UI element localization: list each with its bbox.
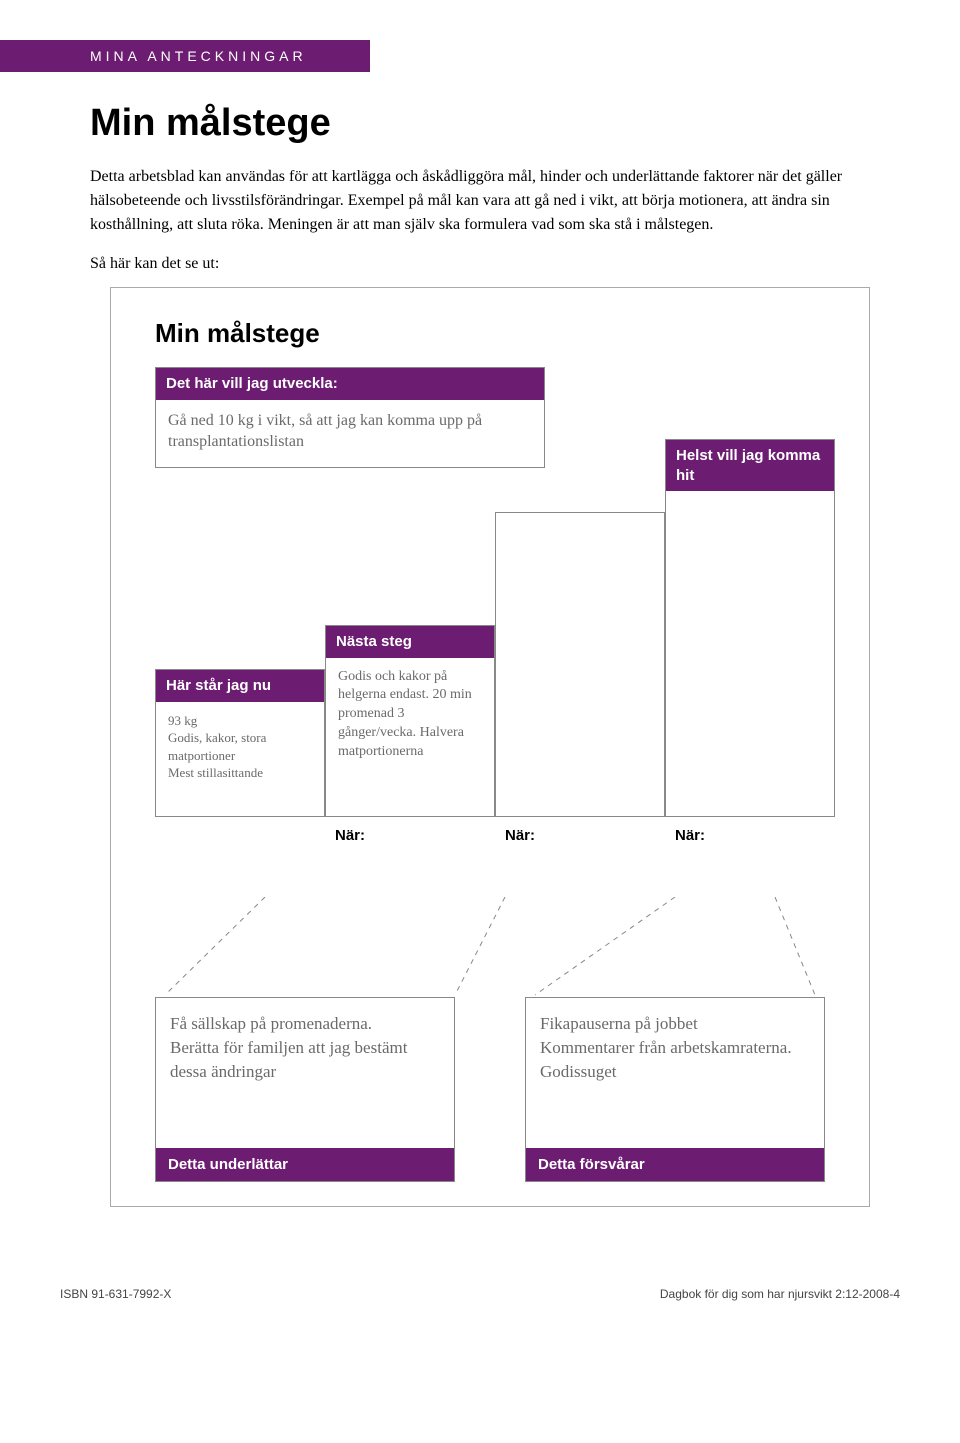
step-goal-header: Helst vill jag komma hit [666, 440, 834, 491]
when-label-3: När: [675, 827, 705, 844]
when-label-2: När: [505, 827, 535, 844]
dashed-connectors [155, 897, 835, 997]
lead-text: Så här kan det se ut: [90, 255, 900, 273]
worksheet-panel: Min målstege Det här vill jag utveckla: … [110, 287, 870, 1207]
step-next-header: Nästa steg [326, 626, 494, 658]
footer-isbn: ISBN 91-631-7992-X [60, 1287, 171, 1301]
facilitates-box: Få sällskap på prome­naderna. Berätta fö… [155, 997, 455, 1182]
step-now-body: 93 kg Godis, kakor, stora matportioner M… [156, 702, 324, 796]
step-develop-body: Gå ned 10 kg i vikt, så att jag kan komm… [156, 400, 544, 467]
step-develop-header: Det här vill jag utveckla: [156, 368, 544, 400]
step-next-body: Godis och kakor på helgerna endast. 20 m… [326, 658, 494, 776]
facilitates-body: Få sällskap på prome­naderna. Berätta fö… [156, 998, 454, 1148]
hinders-body: Fikapauserna på jobbet Kommentarer från … [526, 998, 824, 1148]
factor-row: Få sällskap på prome­naderna. Berätta fö… [155, 997, 839, 1182]
step-goal: Helst vill jag komma hit [665, 439, 835, 817]
page-footer: ISBN 91-631-7992-X Dagbok för dig som ha… [0, 1287, 960, 1331]
intro-text: Detta arbetsblad kan användas för att ka… [90, 165, 880, 237]
page-title: Min målstege [90, 102, 900, 145]
step-middle [495, 512, 665, 817]
when-label-1: När: [335, 827, 365, 844]
step-now: Här står jag nu 93 kg Godis, kakor, stor… [155, 669, 325, 817]
hinders-label: Detta försvårar [526, 1148, 824, 1181]
staircase-diagram: Det här vill jag utveckla: Gå ned 10 kg … [155, 367, 835, 897]
hinders-box: Fikapauserna på jobbet Kommentarer från … [525, 997, 825, 1182]
header-tab: MINA ANTECKNINGAR [0, 40, 370, 72]
step-now-header: Här står jag nu [156, 670, 324, 702]
step-next: Nästa steg Godis och kakor på helgerna e… [325, 625, 495, 817]
worksheet-title: Min målstege [155, 318, 839, 349]
facilitates-label: Detta underlättar [156, 1148, 454, 1181]
step-develop: Det här vill jag utveckla: Gå ned 10 kg … [155, 367, 545, 468]
footer-ref: Dagbok för dig som har njursvikt 2:12-20… [660, 1287, 900, 1301]
